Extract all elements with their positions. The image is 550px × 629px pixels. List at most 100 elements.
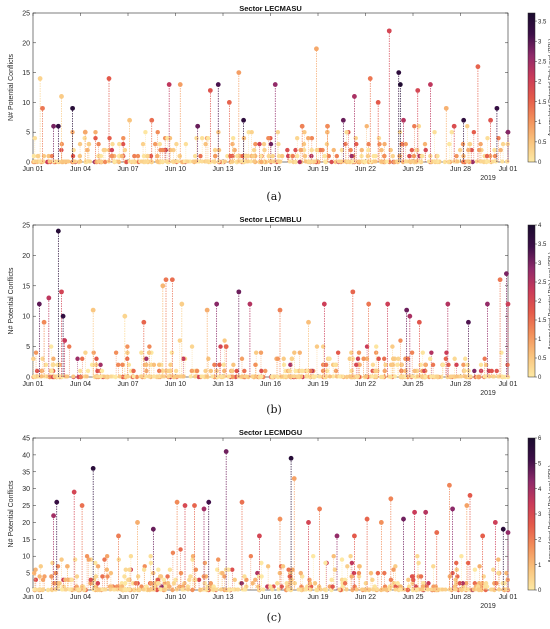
data-point-background: [314, 147, 320, 153]
colorbar-tick-label: 4: [538, 223, 542, 229]
data-point-background: [399, 368, 404, 374]
data-point: [40, 105, 45, 111]
data-point-background: [177, 338, 183, 343]
data-point-zero: [352, 159, 357, 164]
data-point-background: [465, 560, 471, 566]
data-point-background: [217, 362, 222, 368]
data-point-background: [340, 584, 345, 589]
data-point-background: [334, 153, 340, 159]
data-point-background: [171, 581, 177, 586]
y-tick-label: 25: [22, 223, 30, 230]
data-point-zero: [96, 587, 101, 592]
data-point-background: [72, 557, 78, 562]
data-point: [334, 533, 340, 539]
data-point-background: [117, 141, 122, 147]
data-point-background: [132, 153, 137, 159]
data-point-zero: [423, 374, 428, 379]
data-point: [367, 76, 373, 81]
data-point-zero: [434, 374, 439, 379]
data-point-background: [139, 584, 144, 589]
data-point-background: [141, 153, 147, 159]
data-point-background: [403, 141, 408, 147]
data-point-zero: [432, 159, 437, 164]
data-point-background: [323, 560, 328, 566]
data-point-background: [190, 554, 196, 559]
x-tick-label: Jun 16: [260, 594, 281, 601]
data-point-background: [78, 374, 84, 380]
data-point-background: [157, 141, 163, 147]
data-point: [299, 123, 305, 129]
data-point-background: [423, 147, 428, 153]
data-point: [141, 319, 147, 325]
data-point: [51, 123, 56, 129]
data-point: [350, 289, 356, 295]
data-point-background: [139, 350, 144, 355]
data-point-background: [253, 141, 258, 147]
colorbar-tick-label: 1.5: [538, 318, 547, 324]
data-point: [428, 82, 433, 87]
data-point-background: [84, 554, 90, 559]
data-point: [257, 533, 262, 539]
data-point-background: [431, 564, 436, 569]
data-point-background: [427, 356, 433, 361]
data-point: [321, 301, 327, 307]
data-point: [434, 530, 440, 535]
data-point-background: [344, 130, 349, 135]
data-point-background: [287, 368, 292, 374]
data-point-background: [38, 564, 43, 569]
data-point-background: [376, 135, 382, 141]
data-point-background: [309, 135, 315, 141]
data-point-background: [329, 577, 334, 583]
data-point: [480, 533, 486, 539]
data-point-zero: [363, 374, 368, 379]
data-point: [475, 64, 481, 70]
data-point-background: [356, 350, 362, 355]
data-point-background: [440, 362, 446, 368]
data-point-background: [244, 577, 249, 583]
data-point: [375, 100, 381, 105]
data-point-zero: [306, 159, 311, 164]
x-tick-label: Jun 01: [22, 594, 43, 601]
data-point-background: [192, 153, 198, 159]
data-point-zero: [248, 159, 253, 164]
data-point-background: [51, 581, 57, 586]
data-point-zero: [395, 159, 400, 164]
data-point-zero: [108, 587, 113, 592]
data-point-zero: [226, 374, 231, 379]
data-point: [277, 307, 283, 313]
data-point-background: [55, 362, 60, 368]
y-axis-label: N# Potential Conflicts: [8, 54, 15, 121]
data-point-zero: [380, 587, 385, 592]
data-point: [54, 499, 60, 505]
data-point: [352, 94, 357, 99]
data-point-background: [107, 135, 112, 141]
data-point: [192, 503, 197, 508]
x-tick-label: Jun 19: [307, 166, 328, 173]
data-point-zero: [312, 374, 317, 379]
data-point-background: [70, 130, 75, 135]
data-point-background: [77, 141, 83, 147]
data-point-background: [104, 567, 110, 572]
data-point-background: [416, 560, 421, 566]
data-point-background: [93, 130, 98, 135]
data-point-background: [155, 153, 160, 159]
data-point-zero: [410, 374, 415, 379]
data-point-zero: [480, 159, 485, 164]
data-point-zero: [236, 374, 241, 379]
data-point-zero: [387, 587, 392, 592]
data-point-zero: [303, 587, 308, 592]
x-tick-label: Jun 25: [402, 166, 423, 173]
data-point-background: [454, 567, 459, 572]
data-point: [505, 301, 511, 307]
data-point-background: [127, 567, 132, 572]
data-point-zero: [186, 587, 191, 592]
data-point-zero: [287, 374, 292, 379]
data-point-zero: [193, 159, 198, 164]
x-tick-label: Jun 01: [22, 166, 43, 173]
data-point-zero: [379, 159, 384, 164]
data-point-background: [158, 147, 163, 153]
x-tick-label: Jul 01: [499, 594, 518, 601]
data-point-background: [31, 570, 37, 576]
data-point: [504, 271, 509, 277]
data-point: [36, 301, 42, 307]
